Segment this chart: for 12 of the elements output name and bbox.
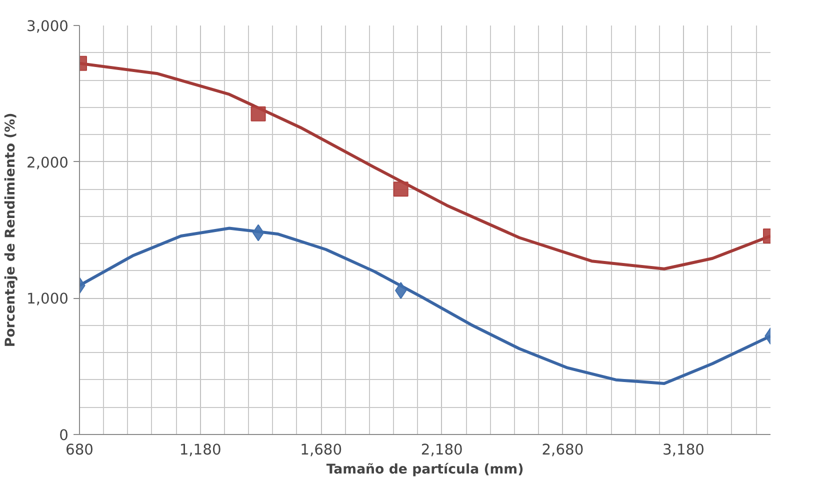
x-tick-label: 2,680	[542, 442, 584, 458]
x-tick-label: 1,680	[300, 442, 342, 458]
x-tick-label: 680	[66, 442, 94, 458]
x-tick-label: 2,180	[420, 442, 463, 458]
y-tick-label: 1,000	[26, 290, 69, 308]
y-tick-label: 0	[59, 427, 69, 444]
x-axis-title: Tamaño de partícula (mm)	[326, 462, 524, 478]
x-tick-label: 1,180	[179, 442, 222, 458]
y-axis-title: Porcentaje de Rendimiento (%)	[4, 112, 19, 348]
y-tick-label: 3,000	[26, 18, 69, 35]
y-tick-label: 2,000	[26, 154, 69, 172]
x-tick-label: 3,180	[662, 442, 705, 458]
